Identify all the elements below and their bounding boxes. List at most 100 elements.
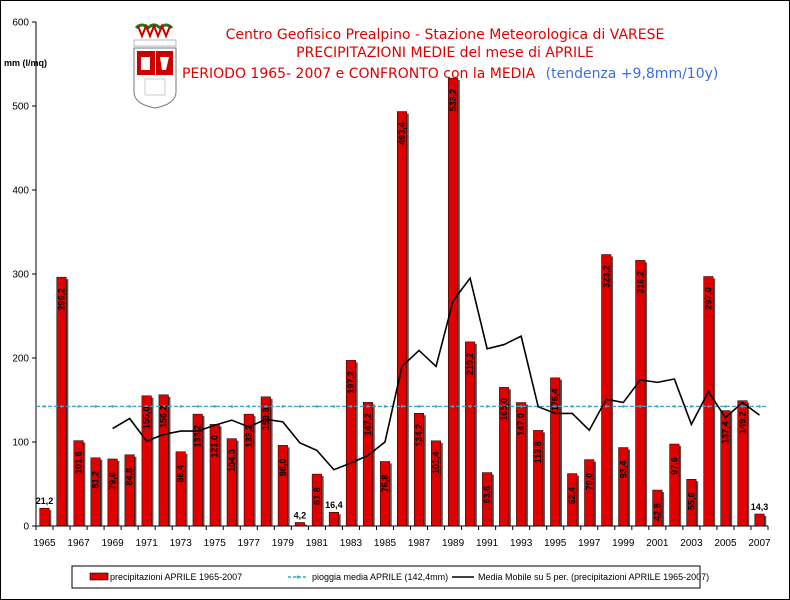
bar-labels: 21,2 296,2 101,6 81,2 79,8 84,8 155,0 156,2 88,4… <box>36 89 769 521</box>
x-tick-label: 2003 <box>680 538 703 549</box>
bar-value-label: 42,8 <box>652 503 662 521</box>
x-tick-label: 1973 <box>170 538 193 549</box>
x-tick-label: 1993 <box>510 538 533 549</box>
bar-value-label: 176,4 <box>550 389 560 412</box>
y-tick-label: 0 <box>23 522 29 533</box>
bar-value-label: 93,4 <box>618 461 628 479</box>
bar-value-label: 147,2 <box>363 413 373 436</box>
average-point <box>502 405 506 408</box>
legend-label-average: pioggia media APRILE (142,4mm) <box>312 572 448 582</box>
x-tick-label: 1977 <box>238 538 261 549</box>
bar-value-label: 101,4 <box>431 452 441 475</box>
average-point <box>587 405 591 408</box>
chart-title-line3: PERIODO 1965- 2007 e CONFRONTO con la ME… <box>182 65 718 82</box>
bar-value-label: 323,2 <box>601 265 611 288</box>
x-tick-label: 1979 <box>272 538 295 549</box>
bar-value-label: 297,0 <box>703 287 713 310</box>
average-point <box>349 405 353 408</box>
x-tick-label: 1971 <box>136 538 159 549</box>
bar-value-label: 4,2 <box>294 510 307 520</box>
average-point <box>758 405 761 408</box>
bar-value-label: 88,4 <box>176 465 186 483</box>
bar <box>379 461 390 527</box>
average-point <box>485 405 489 408</box>
bar-value-label: 79,8 <box>108 472 118 490</box>
average-point <box>281 405 285 408</box>
x-tick-label: 1983 <box>340 538 363 549</box>
legend-swatch-precip <box>89 572 109 581</box>
bar-value-label: 104,0 <box>227 449 237 472</box>
average-point <box>43 405 46 408</box>
x-tick-label: 2005 <box>714 538 737 549</box>
legend: precipitazioni APRILE 1965-2007 pioggia … <box>71 565 709 589</box>
average-point <box>196 405 200 408</box>
bar-value-label: 149,2 <box>737 411 747 434</box>
average-line <box>36 405 768 408</box>
bar <box>601 254 612 527</box>
x-tick-label: 2007 <box>748 538 771 549</box>
bar <box>584 459 595 527</box>
average-point <box>128 405 131 408</box>
average-point <box>622 405 625 408</box>
x-tick-label: 1991 <box>476 538 499 549</box>
bar-value-label: 76,8 <box>380 475 390 493</box>
average-point <box>315 405 319 408</box>
average-point <box>417 405 421 408</box>
x-tick-label: 1969 <box>101 538 124 549</box>
bar <box>328 511 339 527</box>
bar-value-label: 61,8 <box>312 487 322 505</box>
x-tick-label: 1995 <box>544 538 567 549</box>
bar-value-label: 62,4 <box>567 487 577 505</box>
x-axis: 1965 1967 1969 1971 1973 1975 1977 1979 1981 1983… <box>33 525 771 549</box>
y-axis: 0 100 200 300 400 500 600 <box>12 18 37 533</box>
average-point <box>162 405 165 408</box>
average-point <box>656 405 659 408</box>
bar <box>107 458 118 527</box>
trend-note: (tendenza +9,8mm/10y) <box>546 66 719 82</box>
varese-coat-of-arms-icon <box>133 23 177 109</box>
bar-value-label: 14,3 <box>751 502 769 512</box>
bar-value-label: 97,6 <box>669 457 679 475</box>
y-tick-label: 200 <box>12 354 29 365</box>
bar-value-label: 133,2 <box>244 425 254 448</box>
average-point <box>230 405 234 408</box>
bar-value-label: 533,2 <box>448 89 458 112</box>
bar-value-label: 316,2 <box>635 271 645 294</box>
average-point <box>60 405 63 408</box>
average-point <box>673 405 676 408</box>
bar <box>90 457 101 527</box>
bar <box>618 447 629 527</box>
average-point <box>639 405 642 408</box>
moving-average-path <box>112 276 760 471</box>
average-point <box>298 405 302 408</box>
bar-value-label: 96,0 <box>278 459 288 477</box>
y-tick-label: 400 <box>12 186 29 197</box>
average-point <box>434 405 438 408</box>
average-point <box>94 405 97 408</box>
bar <box>396 111 408 527</box>
bar-value-label: 153,8 <box>261 408 271 431</box>
average-point <box>400 405 404 408</box>
average-point <box>383 405 387 408</box>
bar-value-label: 133,2 <box>193 425 203 448</box>
x-tick-label: 1999 <box>612 538 635 549</box>
bar-value-label: 79,0 <box>584 473 594 491</box>
bar-value-label: 134,2 <box>414 424 424 447</box>
bar-value-label: 21,2 <box>36 496 54 506</box>
x-tick-label: 1975 <box>204 538 227 549</box>
average-point <box>332 405 336 408</box>
bar <box>294 522 305 527</box>
y-tick-label: 600 <box>12 18 29 29</box>
y-tick-label: 300 <box>12 270 29 281</box>
average-point <box>604 405 608 408</box>
legend-label-moving-average: Media Mobile su 5 per. (precipitazioni A… <box>478 572 709 582</box>
average-point <box>570 405 574 408</box>
y-axis-label: mm (l/mq) <box>4 58 47 68</box>
average-point <box>707 405 710 408</box>
bar-value-label: 137,4 <box>720 421 730 444</box>
bar-value-label: 101,6 <box>74 451 84 474</box>
x-tick-label: 2001 <box>646 538 669 549</box>
legend-swatch-average-dot <box>296 575 300 579</box>
bar-value-label: 493,4 <box>397 122 407 145</box>
